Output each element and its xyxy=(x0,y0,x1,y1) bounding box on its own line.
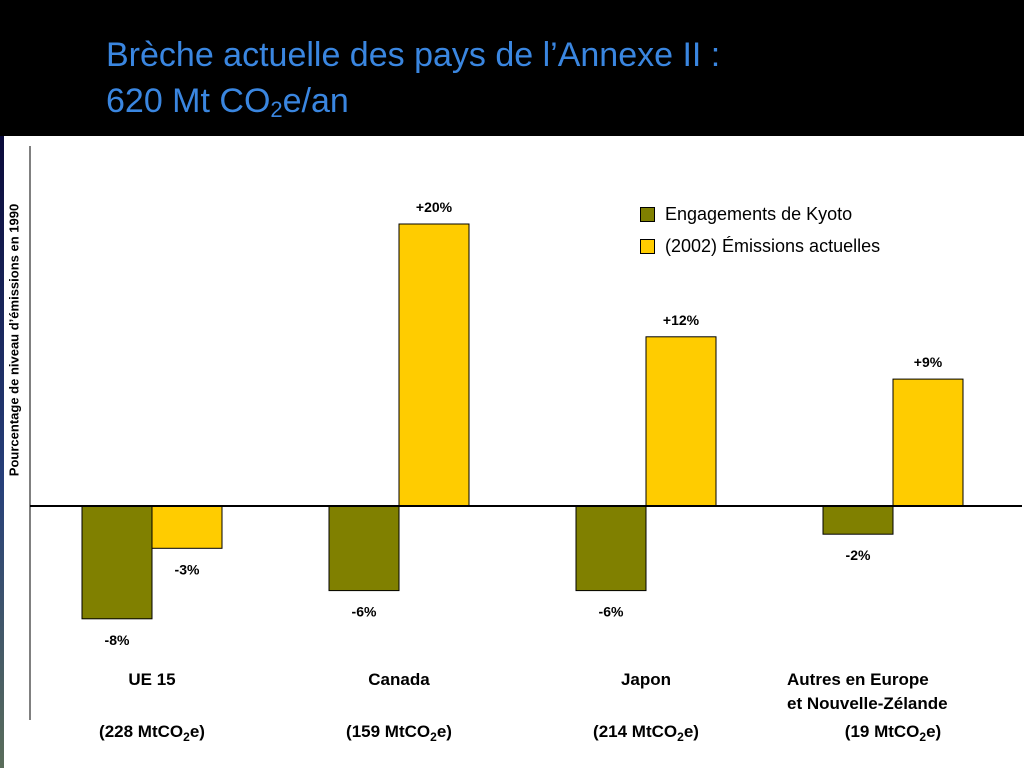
bar-emissions-2 xyxy=(645,336,717,507)
title-line-2-suffix: e/an xyxy=(282,82,349,120)
slide-title: Brèche actuelle des pays de l’Annexe II … xyxy=(106,32,720,133)
legend-label-emissions: (2002) Émissions actuelles xyxy=(665,235,881,256)
bar-emissions-1 xyxy=(398,223,470,507)
bar-kyoto-3 xyxy=(822,505,894,535)
category-label-3: Autres en Europe et Nouvelle-Zélande xyxy=(787,668,1024,716)
data-label-kyoto-0: -8% xyxy=(105,632,130,648)
legend-item-emissions: (2002) Émissions actuelles xyxy=(640,230,880,262)
data-label-kyoto-2: -6% xyxy=(599,604,624,620)
category-emissions-1: (159 MtCO2e) xyxy=(346,722,452,744)
data-label-emissions-0: -3% xyxy=(175,561,200,577)
data-label-kyoto-1: -6% xyxy=(352,604,377,620)
bar-emissions-0 xyxy=(151,505,223,549)
title-line-2: 620 Mt CO2e/an xyxy=(106,82,349,122)
category-emissions-0: (228 MtCO2e) xyxy=(99,722,205,744)
bar-kyoto-1 xyxy=(328,505,400,592)
title-line-1: Brèche actuelle des pays de l’Annexe II … xyxy=(106,36,721,74)
title-bar: Brèche actuelle des pays de l’Annexe II … xyxy=(0,0,1024,136)
category-label-0: UE 15 xyxy=(128,670,176,689)
bar-kyoto-2 xyxy=(575,505,647,592)
legend: Engagements de Kyoto (2002) Émissions ac… xyxy=(640,198,880,262)
category-label-2: Japon xyxy=(620,670,672,689)
category-name-line-2: et Nouvelle-Zélande xyxy=(787,694,948,713)
title-subscript: 2 xyxy=(270,97,283,122)
data-label-emissions-3: +9% xyxy=(914,354,943,370)
decorative-side-strip xyxy=(0,136,4,768)
legend-item-kyoto: Engagements de Kyoto xyxy=(640,198,880,230)
legend-swatch-emissions xyxy=(640,238,655,254)
bar-emissions-3 xyxy=(892,378,964,507)
bar-kyoto-0 xyxy=(81,505,153,620)
legend-swatch-kyoto xyxy=(640,206,655,222)
data-label-emissions-2: +12% xyxy=(663,312,700,328)
category-emissions-3: (19 MtCO2e) xyxy=(844,722,942,744)
data-label-emissions-1: +20% xyxy=(416,199,453,215)
legend-label-kyoto: Engagements de Kyoto xyxy=(665,203,853,224)
category-label-1: Canada xyxy=(368,670,430,689)
category-name-line-1: Autres en Europe xyxy=(787,670,929,689)
category-emissions-2: (214 MtCO2e) xyxy=(593,722,699,744)
data-label-kyoto-3: -2% xyxy=(846,547,871,563)
title-line-2-text: 620 Mt CO xyxy=(106,82,271,120)
